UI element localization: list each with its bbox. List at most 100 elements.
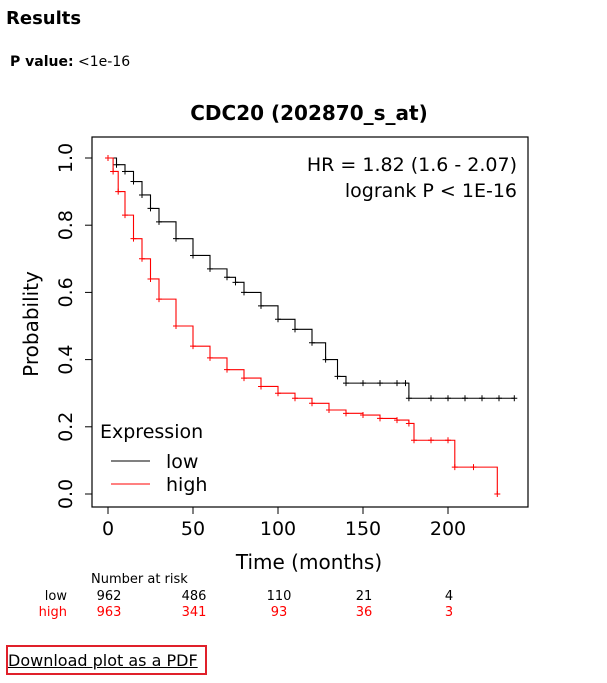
risk-table-title: Number at risk: [91, 572, 188, 587]
censor-mark-high: [190, 343, 196, 350]
legend-high-label: high: [166, 474, 207, 496]
censor-mark-high: [207, 354, 213, 361]
censor-mark-high: [428, 437, 434, 444]
km-curve-high: [108, 157, 498, 494]
x-tick-label: 0: [102, 518, 114, 540]
risk-cell-low: 110: [266, 589, 292, 604]
censor-mark-high: [470, 464, 477, 471]
axes-layer: 0 50 100 150 200 0.0 0.2 0.4 0.6 0.8 1.0: [55, 143, 466, 540]
risk-cell-high: 93: [270, 605, 288, 620]
censor-mark-high: [451, 464, 458, 471]
censor-mark-low: [173, 235, 179, 242]
censor-mark-low: [343, 380, 349, 387]
censor-mark-high: [122, 212, 128, 219]
annotation-logrank: logrank P < 1E-16: [345, 180, 517, 202]
y-tick-label: 0.4: [55, 344, 77, 374]
risk-cell-low: 486: [181, 589, 207, 604]
y-tick-label: 0.2: [55, 412, 77, 442]
p-value-value: <1e-16: [78, 54, 131, 70]
censor-mark-high: [173, 323, 179, 329]
download-pdf-box: Download plot as a PDF: [6, 645, 207, 675]
number-at-risk-table: Number at risk low 962 486 110 21 4 high 963 341…: [0, 572, 607, 622]
y-tick-label: 0.6: [55, 277, 77, 307]
risk-row-label-high: high: [38, 605, 67, 620]
risk-cell-high: 341: [181, 605, 207, 620]
censor-mark-low: [130, 178, 137, 185]
censor-mark-low: [496, 395, 502, 402]
censor-mark-low: [258, 302, 264, 309]
censor-mark-low: [147, 205, 154, 212]
p-value-line: P value: <1e-16: [10, 54, 130, 70]
x-tick-label: 200: [430, 518, 466, 540]
censor-mark-low: [322, 356, 329, 363]
risk-cell-high: 963: [96, 605, 122, 620]
risk-cell-high: 36: [355, 605, 373, 620]
x-axis-label: Time (months): [235, 550, 382, 574]
censor-mark-high: [110, 168, 117, 175]
risk-cell-low: 962: [96, 589, 122, 604]
censor-mark-low: [207, 265, 213, 272]
censor-mark-low: [402, 380, 409, 387]
legend: Expression low high: [100, 421, 207, 496]
y-tick-label: 1.0: [55, 143, 77, 173]
y-tick-label: 0.0: [55, 479, 77, 509]
chart-title: CDC20 (202870_s_at): [190, 101, 428, 125]
risk-row-label-low: low: [44, 589, 67, 604]
censor-mark-low: [428, 395, 434, 402]
censor-mark-high: [411, 437, 417, 444]
censor-mark-high: [139, 255, 145, 262]
censor-mark-high: [309, 400, 315, 407]
censor-mark-high: [292, 395, 298, 402]
censor-mark-low: [232, 279, 239, 286]
censor-mark-high: [130, 235, 137, 242]
censor-mark-low: [292, 326, 298, 333]
censor-mark-low: [394, 380, 400, 387]
censor-mark-high: [377, 415, 383, 422]
download-pdf-link[interactable]: Download plot as a PDF: [8, 651, 198, 670]
censor-mark-high: [147, 275, 154, 282]
x-tick-label: 150: [345, 518, 381, 540]
legend-low-label: low: [166, 451, 198, 473]
legend-title: Expression: [100, 421, 203, 443]
censor-mark-high: [115, 188, 122, 195]
censor-mark-low: [275, 316, 281, 323]
censor-mark-low: [377, 380, 383, 387]
censor-mark-low: [139, 191, 145, 198]
censor-mark-low: [479, 395, 485, 402]
y-tick-label: 0.8: [55, 210, 77, 240]
p-value-label: P value:: [10, 54, 74, 70]
risk-cell-low: 21: [355, 589, 373, 604]
censor-mark-high: [258, 383, 264, 390]
x-tick-label: 100: [260, 518, 296, 540]
censor-mark-low: [405, 395, 412, 402]
censor-mark-low: [156, 218, 162, 225]
x-tick-label: 50: [181, 518, 205, 540]
y-axis-label: Probability: [19, 271, 43, 377]
censor-mark-low: [241, 289, 247, 296]
censor-mark-high: [445, 437, 451, 444]
censor-mark-low: [334, 373, 341, 380]
survival-chart: CDC20 (202870_s_at) 0 50 100 150 200 0.0 0.2 0.…: [19, 101, 529, 574]
censor-mark-high: [394, 417, 400, 424]
censor-mark-low: [360, 380, 366, 387]
censor-mark-high: [360, 412, 366, 419]
censor-mark-high: [275, 390, 281, 397]
censor-mark-high: [105, 155, 111, 161]
censor-mark-high: [241, 375, 247, 382]
censor-mark-high: [224, 366, 230, 373]
censor-mark-low: [445, 395, 451, 402]
censor-mark-low: [224, 274, 230, 281]
results-heading: Results: [6, 8, 82, 29]
censor-mark-low: [190, 252, 196, 259]
censor-mark-low: [511, 395, 518, 402]
censor-mark-low: [309, 339, 315, 346]
censor-mark-low: [113, 161, 120, 168]
censor-mark-high: [343, 410, 349, 417]
censor-mark-low: [122, 168, 128, 175]
censor-mark-low: [462, 395, 468, 402]
series-layer: [105, 155, 518, 497]
risk-cell-high: 3: [444, 605, 454, 620]
censor-mark-high: [494, 491, 501, 497]
censor-mark-high: [405, 420, 412, 427]
annotation-hr: HR = 1.82 (1.6 - 2.07): [307, 154, 517, 176]
